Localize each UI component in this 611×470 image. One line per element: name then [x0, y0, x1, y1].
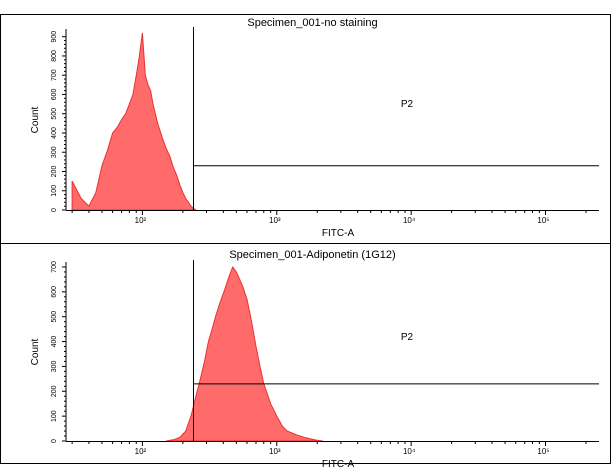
x-tick-label: 10⁵: [537, 447, 549, 456]
y-tick-label: 900: [51, 31, 58, 43]
y-tick-label: 400: [51, 127, 58, 139]
y-tick-label: 100: [51, 410, 58, 422]
x-tick-label: 10³: [269, 216, 281, 225]
x-tick-label: 10³: [269, 447, 281, 456]
x-tick-label: 10⁴: [403, 216, 416, 225]
y-tick-label: 100: [51, 185, 58, 197]
gate-label: P2: [401, 99, 414, 110]
histogram-series: [166, 265, 323, 442]
x-tick-label: 10⁴: [403, 447, 416, 456]
y-tick-label: 300: [51, 146, 58, 158]
y-tick-label: 600: [51, 89, 58, 101]
histogram-panel-1: Specimen_001-no staining 0 100 200 300 400 500…: [30, 17, 599, 239]
y-tick-label: 500: [51, 311, 58, 323]
y-axis-label: Count: [30, 106, 41, 133]
y-tick-label: 0: [51, 208, 58, 212]
panel-title: Specimen_001-no staining: [247, 17, 377, 29]
y-tick-label: 700: [51, 261, 58, 273]
y-tick-label: 200: [51, 385, 58, 397]
x-axis-label: FITC-A: [322, 459, 355, 470]
histogram-panel-2: Specimen_001-Adiponetin (1G12) 0 100 200 300…: [30, 249, 599, 470]
x-tick-label: 10⁵: [537, 216, 549, 225]
y-tick-label: 500: [51, 108, 58, 120]
gate-label: P2: [401, 332, 414, 343]
y-tick-label: 0: [51, 439, 58, 443]
figure-border: [0, 14, 611, 464]
panel-title: Specimen_001-Adiponetin (1G12): [229, 249, 395, 261]
x-axis-label: FITC-A: [322, 228, 355, 239]
y-tick-label: 700: [51, 69, 58, 81]
y-tick-label: 300: [51, 360, 58, 372]
y-tick-label: 600: [51, 286, 58, 298]
x-tick-label: 10²: [135, 447, 147, 456]
x-tick-label: 10²: [135, 216, 147, 225]
y-tick-label: 400: [51, 336, 58, 348]
histogram-series: [71, 32, 198, 211]
y-tick-label: 800: [51, 50, 58, 62]
y-axis-label: Count: [30, 338, 41, 365]
y-tick-label: 200: [51, 166, 58, 178]
